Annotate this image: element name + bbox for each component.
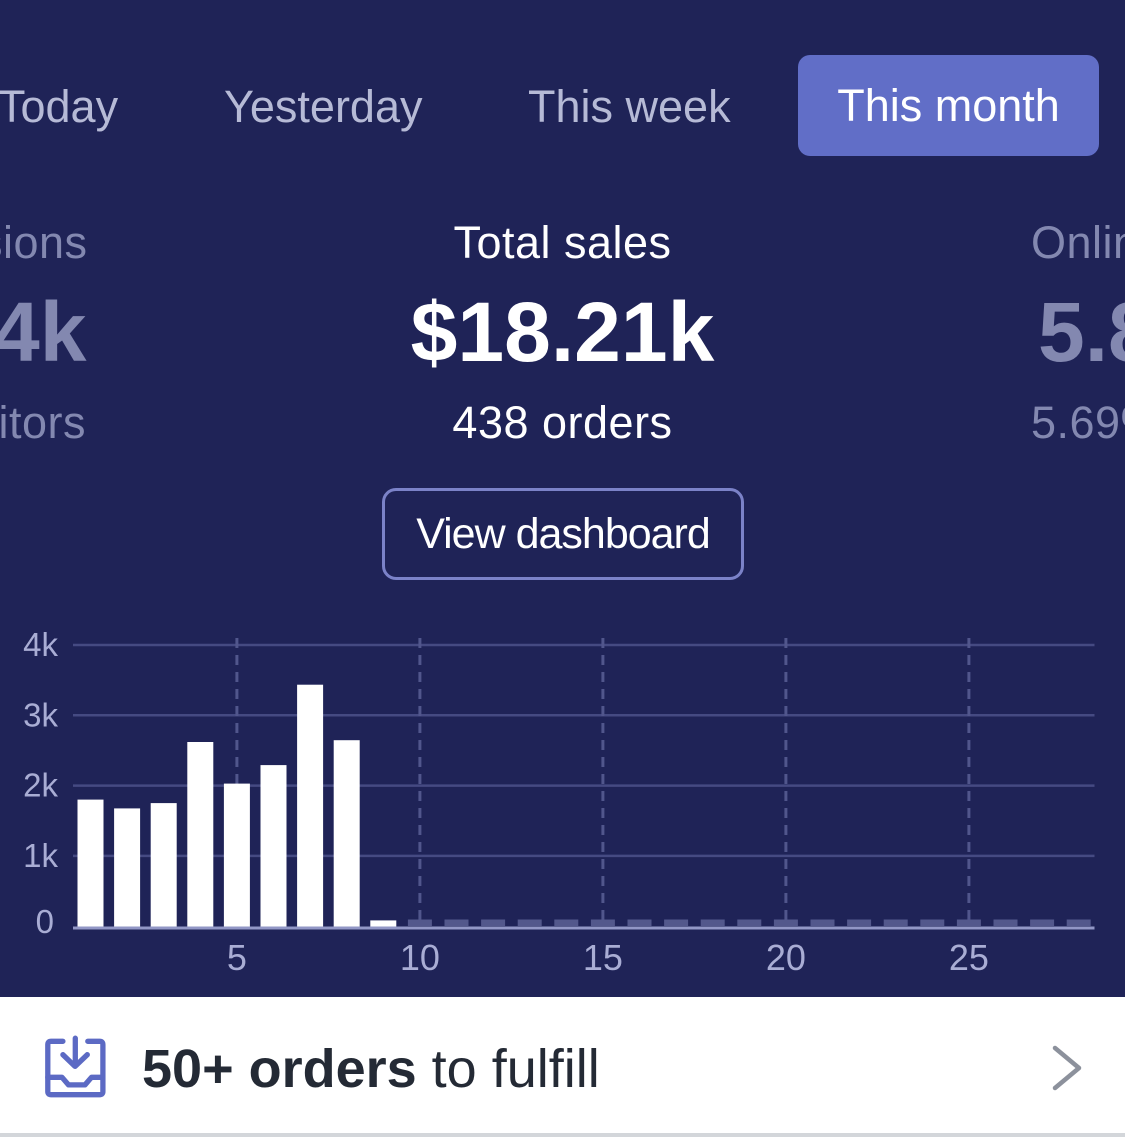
- svg-text:1k: 1k: [23, 837, 58, 874]
- svg-text:15: 15: [583, 937, 623, 978]
- svg-text:3k: 3k: [23, 696, 58, 733]
- svg-text:10: 10: [400, 937, 440, 978]
- svg-text:20: 20: [766, 937, 806, 978]
- svg-text:4k: 4k: [23, 626, 58, 663]
- svg-text:0: 0: [36, 903, 54, 940]
- svg-text:2k: 2k: [23, 767, 58, 804]
- svg-text:5: 5: [227, 937, 247, 978]
- svg-text:25: 25: [949, 937, 989, 978]
